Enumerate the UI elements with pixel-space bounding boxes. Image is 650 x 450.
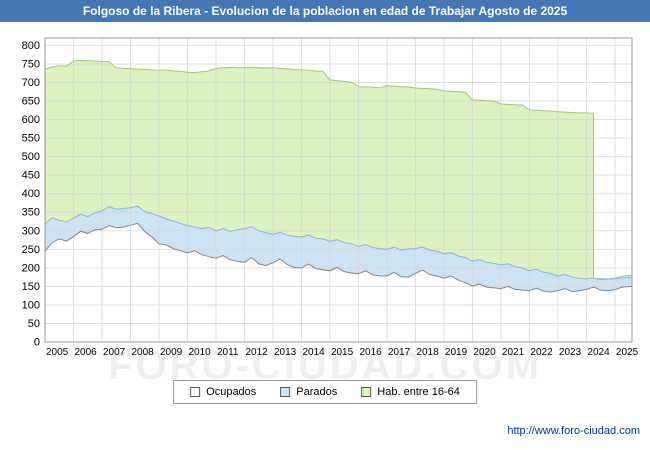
title-bar: Folgoso de la Ribera - Evolucion de la p…: [0, 0, 650, 22]
y-axis-label: 800: [22, 40, 40, 52]
legend-item-ocupados: Ocupados: [190, 386, 256, 398]
legend-swatch: [190, 387, 201, 397]
y-axis-label: 700: [22, 77, 40, 89]
x-axis-label: 2024: [587, 347, 610, 358]
y-axis-label: 250: [22, 244, 40, 256]
legend-label: Hab. entre 16-64: [377, 386, 460, 398]
x-axis-label: 2019: [445, 347, 468, 358]
x-axis-label: 2010: [188, 347, 211, 358]
x-axis-label: 2022: [530, 347, 553, 358]
series-line-ocupados: [44, 222, 633, 293]
x-axis-label: 2016: [359, 347, 382, 358]
y-axis-label: 200: [22, 262, 40, 274]
y-axis-label: 100: [22, 299, 40, 311]
y-axis-label: 650: [22, 96, 40, 108]
y-axis-label: 50: [28, 318, 40, 330]
y-axis-label: 450: [22, 170, 40, 182]
legend-item-parados: Parados: [280, 386, 337, 398]
legend-label: Ocupados: [206, 386, 257, 398]
population-area-chart: 0 50 100 150 200 250 300 350 400 450 500 550 600 650 7…: [22, 37, 639, 358]
x-axis-label: 2009: [160, 347, 183, 358]
x-axis-label: 2015: [331, 347, 354, 358]
y-axis-label: 400: [22, 188, 40, 200]
x-axis-label: 2006: [74, 347, 97, 358]
x-axis-label: 2018: [416, 347, 439, 358]
legend-label: Parados: [296, 386, 338, 398]
x-axis-label: 2023: [559, 347, 582, 358]
x-axis-label: 2020: [473, 347, 496, 358]
x-axis-label: 2014: [302, 347, 325, 358]
legend-item-hab-entre-16-64: Hab. entre 16-64: [361, 386, 460, 398]
y-axis-label: 500: [22, 151, 40, 163]
x-axis-label: 2012: [245, 347, 268, 358]
y-axis-label: 150: [22, 281, 40, 293]
footer-url: http://www.foro-ciudad.com: [507, 425, 640, 437]
y-axis-label: 350: [22, 207, 40, 219]
x-axis-label: 2007: [103, 347, 126, 358]
series-line-parados: [44, 205, 633, 281]
x-axis-label: 2013: [274, 347, 297, 358]
series-area-ocupados: [45, 223, 632, 342]
y-axis-label: 600: [22, 114, 40, 126]
x-axis-label: 2005: [46, 347, 69, 358]
plot-border: [44, 37, 633, 343]
y-axis-label: 300: [22, 225, 40, 237]
x-axis-label: 2021: [502, 347, 525, 358]
series-line-hab-entre-16-64: [44, 59, 633, 280]
x-axis-label: 2017: [388, 347, 411, 358]
legend-swatch: [280, 387, 291, 397]
y-axis-label: 0: [34, 337, 40, 349]
legend: Ocupados Parados Hab. entre 16-64: [173, 380, 477, 404]
x-axis-label: 2008: [131, 347, 154, 358]
y-axis-label: 750: [22, 58, 40, 70]
x-axis-label: 2025: [616, 347, 639, 358]
x-axis-label: 2011: [217, 347, 239, 358]
y-axis-label: 550: [22, 133, 40, 145]
legend-swatch: [361, 387, 372, 397]
chart-title: Folgoso de la Ribera - Evolucion de la p…: [82, 4, 568, 18]
